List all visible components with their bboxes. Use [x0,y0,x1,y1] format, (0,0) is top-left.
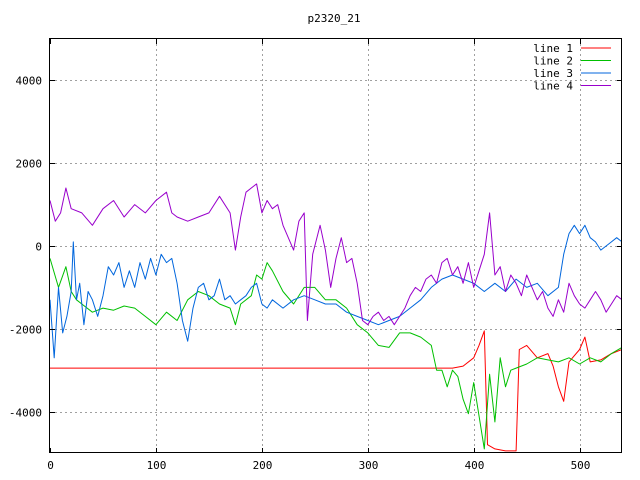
y-tick-label: -4000 [9,407,42,420]
y-tick-label: -2000 [9,324,42,337]
grid-layer [50,39,622,453]
series-line-2 [50,258,622,450]
series-layer [50,183,622,452]
y-tick-label: 4000 [16,75,43,88]
legend-label: line 1 [533,42,573,55]
y-tick-label: 0 [35,241,42,254]
legend-label: line 3 [533,67,573,80]
x-tick-label: 300 [359,459,379,472]
series-line-3 [50,224,622,359]
legend-label: line 4 [533,80,573,93]
legend-label: line 2 [533,55,573,68]
x-tick-label: 500 [571,459,591,472]
x-tick-label: 200 [253,459,273,472]
x-tick-label: 400 [465,459,485,472]
series-line-4 [50,183,622,326]
x-tick-label: 0 [47,459,54,472]
y-tick-label: 2000 [16,158,43,171]
series-line-1 [50,330,622,452]
tick-layer: 0 100 200 300 400 500 -4000 -2000 0 2000 4000 [9,39,622,472]
chart-title: p2320_21 [308,12,361,25]
plot-frame [49,38,622,453]
x-tick-label: 100 [147,459,167,472]
